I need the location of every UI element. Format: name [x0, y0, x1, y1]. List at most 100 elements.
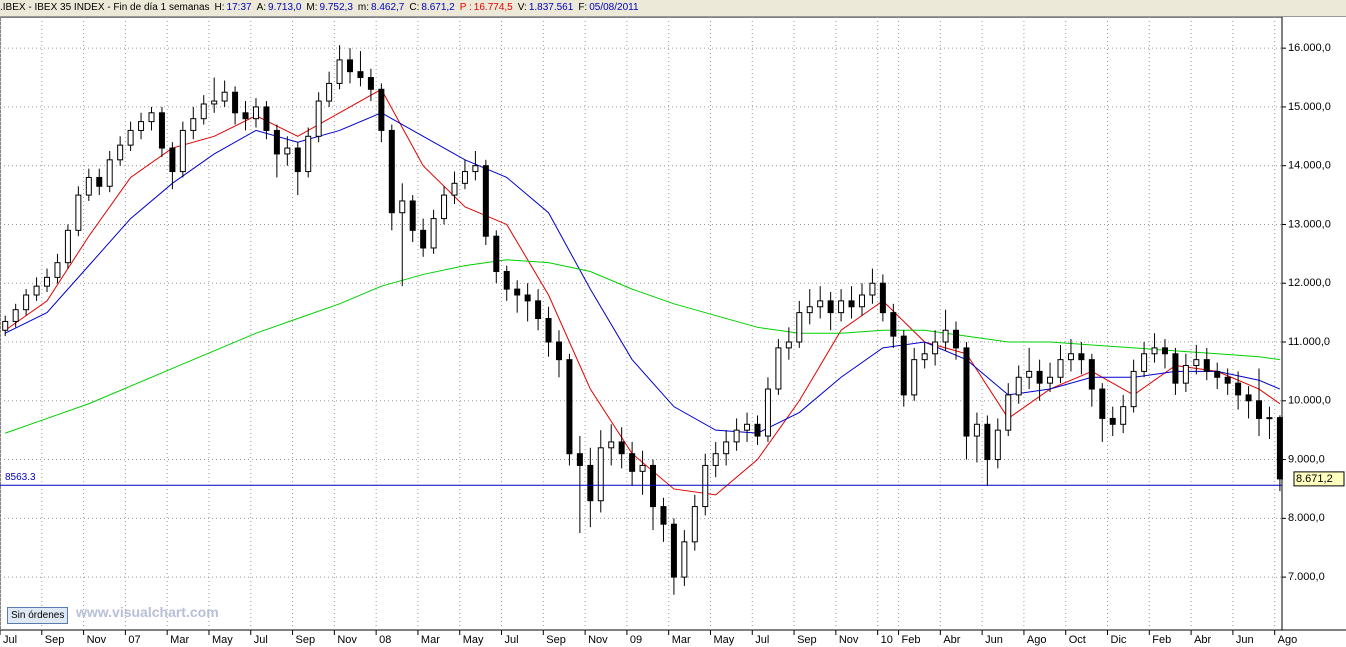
candle-body: [576, 453, 583, 466]
candle-body: [587, 464, 594, 502]
x-tick-label: Jul: [3, 634, 17, 646]
field-value: 9.752,3: [319, 2, 353, 13]
x-tick-label: Abr: [1194, 634, 1211, 646]
candle-body: [1120, 406, 1127, 425]
candle-body: [482, 165, 489, 237]
candle-body: [1057, 359, 1064, 378]
candle-body: [900, 335, 907, 396]
candle-body: [252, 106, 259, 120]
candle-body: [378, 88, 385, 131]
candle-body: [441, 194, 448, 220]
candle-body: [33, 285, 40, 296]
candle-body: [409, 200, 416, 231]
x-tick-label: Jun: [1236, 634, 1254, 646]
y-tick-label: 10.000,0: [1288, 395, 1331, 407]
symbol: .IBEX - IBEX 35 INDEX - Fin de día 1 sem…: [0, 2, 210, 13]
candle-body: [96, 176, 103, 187]
candle-body: [733, 429, 740, 443]
x-tick-label: Nov: [337, 634, 357, 646]
x-tick-label: Sep: [45, 634, 65, 646]
candle-body: [1172, 353, 1179, 384]
x-tick-label: 10: [881, 634, 893, 646]
candle-body: [336, 59, 343, 84]
x-tick-label: Ago: [1278, 634, 1298, 646]
candle-body: [1224, 376, 1231, 384]
candle-body: [1036, 370, 1043, 384]
x-tick-label: May: [212, 634, 233, 646]
reference-label: 8563.3: [5, 472, 36, 483]
x-tick-label: Abr: [943, 634, 960, 646]
candle-body: [221, 91, 228, 102]
candle-body: [1266, 417, 1273, 420]
candle-body: [451, 182, 458, 196]
candle-body: [629, 453, 636, 472]
candle-body: [524, 294, 531, 302]
x-tick-label: Jul: [755, 634, 769, 646]
candle-body: [503, 270, 510, 290]
candle-body: [932, 341, 939, 355]
field-label: V:: [517, 2, 527, 13]
y-tick-label: 15.000,0: [1288, 101, 1331, 113]
candle-body: [273, 129, 280, 155]
candle-body: [1067, 353, 1074, 361]
header-bar: .IBEX - IBEX 35 INDEX - Fin de día 1 sem…: [0, 0, 1346, 17]
candle-body: [493, 235, 500, 272]
candle-body: [1235, 382, 1242, 396]
candle-body: [388, 129, 395, 214]
candle-body: [1151, 347, 1158, 355]
candle-body: [953, 329, 960, 349]
candle-body: [1256, 400, 1263, 419]
candle-body: [85, 176, 92, 196]
x-tick-label: Mar: [672, 634, 691, 646]
candle-body: [347, 59, 354, 73]
y-tick-label: 11.000,0: [1288, 336, 1330, 348]
candle-body: [514, 288, 521, 296]
candle-body: [1047, 376, 1054, 384]
x-tick-label: 07: [128, 634, 140, 646]
candle-body: [106, 159, 113, 187]
candle-body: [1015, 376, 1022, 396]
candle-body: [827, 300, 834, 314]
x-tick-label: Feb: [902, 634, 921, 646]
x-tick-label: May: [713, 634, 734, 646]
candle-body: [890, 312, 897, 337]
field-value: 05/08/2011: [589, 2, 639, 13]
candle-body: [54, 262, 61, 278]
plot-area: [0, 16, 1283, 631]
y-tick-label: 13.000,0: [1288, 218, 1331, 230]
x-tick-label: Mar: [170, 634, 189, 646]
candle-body: [1203, 359, 1210, 372]
candle-body: [785, 341, 792, 349]
candle-body: [921, 353, 928, 361]
candle-body: [158, 112, 165, 149]
watermark: www.visualchart.com: [76, 604, 219, 620]
x-tick-label: Jul: [254, 634, 268, 646]
field-value: 9.713,0: [268, 2, 302, 13]
x-tick-label: Sep: [797, 634, 817, 646]
x-tick-label: May: [463, 634, 484, 646]
candle-body: [712, 453, 719, 466]
orders-button[interactable]: Sin órdenes: [7, 607, 69, 624]
candle-body: [545, 318, 552, 343]
candle-body: [963, 347, 970, 437]
field-label: m:: [357, 2, 369, 13]
candle-body: [754, 423, 761, 437]
x-tick-label: 08: [379, 634, 391, 646]
x-tick-label: Nov: [839, 634, 859, 646]
candle-body: [1078, 353, 1085, 361]
y-tick-label: 16.000,0: [1288, 42, 1331, 54]
x-tick-label: 09: [630, 634, 642, 646]
candle-body: [1141, 353, 1148, 372]
field-value: 1.837.561: [528, 2, 574, 13]
candle-body: [566, 359, 573, 455]
moving-average: [5, 112, 1281, 434]
field-value: 16.774,5: [473, 2, 513, 13]
candle-body: [618, 441, 625, 455]
candle-body: [838, 300, 845, 314]
x-tick-label: Feb: [1152, 634, 1171, 646]
candle-body: [650, 464, 657, 508]
candle-body: [1161, 347, 1168, 355]
candle-body: [23, 294, 30, 311]
x-tick-label: Jul: [505, 634, 519, 646]
